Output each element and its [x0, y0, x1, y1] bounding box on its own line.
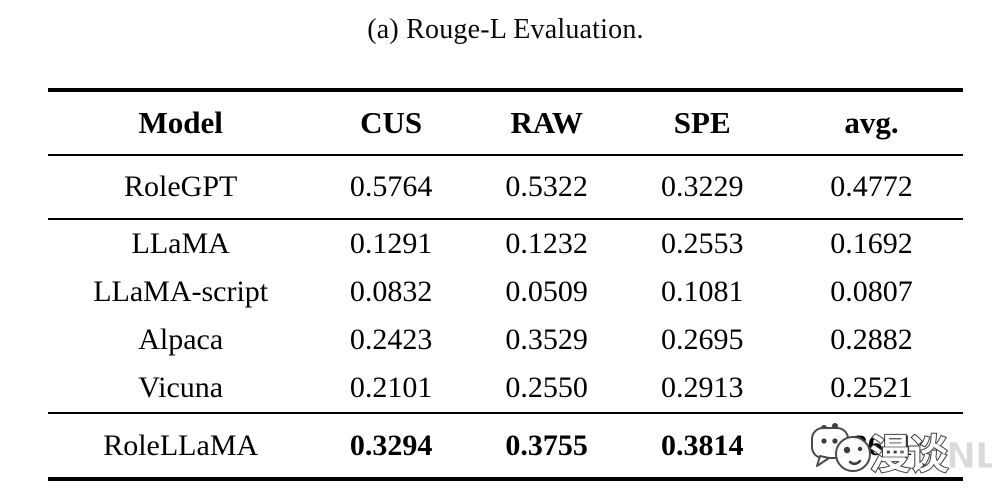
column-header-model: Model	[48, 90, 314, 156]
column-header-spe: SPE	[624, 90, 780, 156]
value-cell: 0.0832	[349, 275, 433, 308]
value-cell: 0.3529	[505, 323, 588, 356]
model-cell: Vicuna	[138, 371, 224, 404]
group-rolegpt: RoleGPT 0.5764 0.5322 0.3229 0.4772	[48, 155, 963, 219]
value-cell: 0.3755	[505, 428, 588, 462]
value-cell: 0.5322	[505, 170, 588, 203]
value-cell: 0.2521	[830, 371, 913, 404]
value-cell: 0.2695	[660, 323, 744, 356]
value-cell: 0.3294	[349, 428, 433, 462]
value-cell: 0.2913	[660, 371, 744, 404]
value-cell: 0.0807	[830, 275, 913, 308]
model-cell: RoleLLaMA	[103, 428, 259, 462]
model-cell: RoleGPT	[124, 170, 238, 203]
value-cell: 0.4772	[830, 170, 913, 203]
value-cell: 0.3621	[830, 428, 913, 462]
value-cell: 0.2553	[660, 227, 744, 260]
table-header-row: Model CUS RAW SPE avg.	[48, 90, 963, 156]
value-cell: 0.3814	[660, 428, 744, 462]
value-cell: 0.2423	[349, 323, 433, 356]
table-row: LLaMA 0.1291 0.1232 0.2553 0.1692	[48, 219, 963, 268]
value-cell: 0.1692	[830, 227, 913, 260]
value-cell: 0.1232	[505, 227, 588, 260]
column-header-raw: RAW	[468, 90, 625, 156]
group-rolellama: RoleLLaMA 0.3294 0.3755 0.3814 0.3621	[48, 413, 963, 479]
value-cell: 0.2882	[830, 323, 913, 356]
table-row: Vicuna 0.2101 0.2550 0.2913 0.2521	[48, 364, 963, 413]
value-cell: 0.3229	[660, 170, 744, 203]
value-cell: 0.2550	[505, 371, 588, 404]
table-row: LLaMA-script 0.0832 0.0509 0.1081 0.0807	[48, 268, 963, 316]
model-cell: Alpaca	[138, 323, 224, 356]
value-cell: 0.5764	[349, 170, 433, 203]
results-table: Model CUS RAW SPE avg. RoleGPT 0.5764 0.…	[48, 88, 963, 481]
column-header-avg: avg.	[779, 90, 963, 156]
table-row: RoleGPT 0.5764 0.5322 0.3229 0.4772	[48, 155, 963, 219]
value-cell: 0.1081	[660, 275, 744, 308]
column-header-cus: CUS	[313, 90, 469, 156]
model-cell: LLaMA	[131, 227, 230, 260]
value-cell: 0.1291	[349, 227, 433, 260]
value-cell: 0.2101	[349, 371, 433, 404]
table-row: Alpaca 0.2423 0.3529 0.2695 0.2882	[48, 316, 963, 364]
table-row: RoleLLaMA 0.3294 0.3755 0.3814 0.3621	[48, 413, 963, 479]
group-baselines: LLaMA 0.1291 0.1232 0.2553 0.1692 LLaMA-…	[48, 219, 963, 413]
value-cell: 0.0509	[505, 275, 588, 308]
table-caption: (a) Rouge-L Evaluation.	[367, 14, 644, 45]
model-cell: LLaMA-script	[93, 275, 269, 308]
